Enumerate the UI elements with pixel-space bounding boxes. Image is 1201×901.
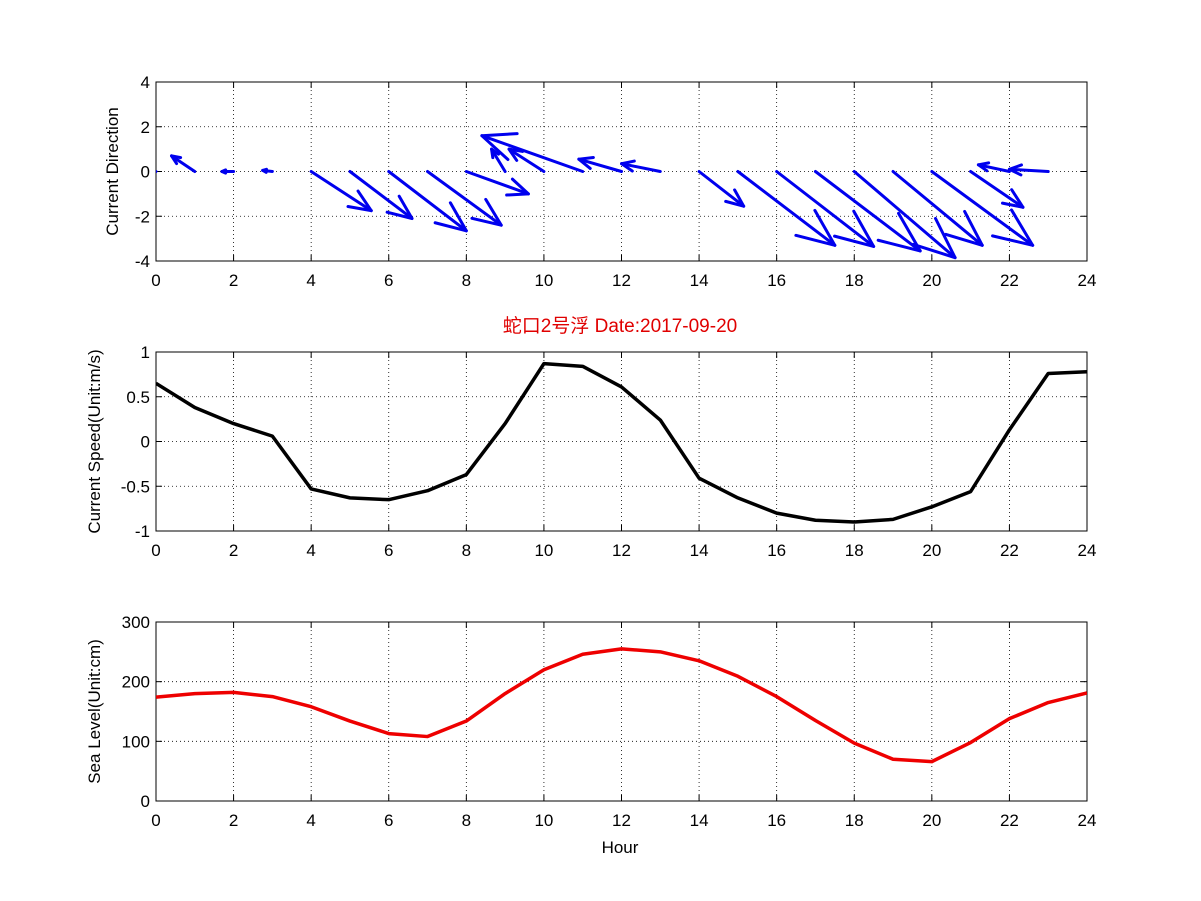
x-tick-label: 10 — [534, 271, 553, 290]
x-tick-label: 24 — [1078, 811, 1097, 830]
x-tick-label: 18 — [845, 271, 864, 290]
current-arrow — [156, 169, 158, 173]
current-arrow — [1007, 163, 1050, 177]
x-tick-label: 8 — [462, 811, 471, 830]
figure-title: 蛇口2号浮 Date:2017-09-20 — [503, 315, 737, 337]
x-tick-label: 14 — [690, 541, 709, 560]
x-tick-label: 24 — [1078, 271, 1097, 290]
current-arrow — [736, 170, 837, 247]
x-tick-label: 2 — [229, 271, 238, 290]
y-axis-label: Current Speed(Unit:m/s) — [85, 349, 104, 533]
y-tick-label: 4 — [141, 73, 150, 92]
current-arrow — [697, 170, 746, 208]
current-arrow — [930, 170, 1035, 247]
x-tick-label: 0 — [151, 541, 160, 560]
y-axis-label: Sea Level(Unit:cm) — [85, 639, 104, 784]
x-tick-label: 4 — [306, 271, 315, 290]
x-tick-label: 12 — [612, 271, 631, 290]
x-axis-label: Hour — [602, 838, 639, 857]
x-tick-label: 24 — [1078, 541, 1097, 560]
x-tick-label: 10 — [534, 811, 553, 830]
current-arrow — [309, 170, 373, 213]
x-tick-label: 10 — [534, 541, 553, 560]
plot-area — [155, 621, 1088, 802]
x-tick-label: 22 — [1000, 271, 1019, 290]
x-tick-label: 16 — [767, 541, 786, 560]
x-tick-label: 14 — [690, 811, 709, 830]
y-tick-label: 0 — [141, 163, 150, 182]
current-speed-panel: 0 2 4 6 8 10 12 14 16 18 20 22 24-1-0.500.51Current … — [85, 343, 1096, 560]
y-tick-label: -2 — [135, 207, 150, 226]
x-tick-label: 6 — [384, 271, 393, 290]
y-tick-label: -4 — [135, 252, 150, 271]
x-tick-label: 6 — [384, 541, 393, 560]
x-tick-label: 20 — [922, 541, 941, 560]
x-tick-label: 18 — [845, 541, 864, 560]
x-tick-label: 16 — [767, 811, 786, 830]
x-tick-label: 4 — [306, 811, 315, 830]
current-arrow — [813, 170, 922, 253]
y-axis-label: Current Direction — [103, 107, 122, 236]
arrow-series — [156, 132, 1050, 260]
y-tick-label: 1 — [141, 343, 150, 362]
current-arrow — [969, 170, 1025, 209]
y-tick-label: -1 — [135, 522, 150, 541]
current-arrow — [775, 170, 876, 248]
current-arrow — [507, 147, 546, 173]
y-tick-label: 0.5 — [126, 388, 150, 407]
x-tick-label: 16 — [767, 271, 786, 290]
x-tick-label: 20 — [922, 271, 941, 290]
plot-area — [155, 351, 1088, 532]
x-tick-label: 4 — [306, 541, 315, 560]
current-arrow — [261, 167, 274, 174]
current-arrow — [891, 170, 984, 247]
x-tick-label: 20 — [922, 811, 941, 830]
y-tick-label: 0 — [141, 792, 150, 811]
current-arrow — [852, 170, 957, 260]
x-tick-label: 8 — [462, 541, 471, 560]
current-arrow — [490, 147, 507, 173]
current-arrow — [387, 170, 468, 233]
current-arrow — [620, 159, 662, 173]
x-tick-label: 6 — [384, 811, 393, 830]
current-arrow — [220, 168, 236, 175]
x-tick-label: 12 — [612, 541, 631, 560]
y-tick-label: -0.5 — [121, 477, 150, 496]
x-tick-label: 18 — [845, 811, 864, 830]
current-arrow — [976, 161, 1011, 173]
x-tick-label: 22 — [1000, 811, 1019, 830]
y-tick-label: 300 — [122, 613, 150, 632]
x-tick-label: 12 — [612, 811, 631, 830]
x-tick-label: 8 — [462, 271, 471, 290]
x-tick-label: 0 — [151, 271, 160, 290]
sea-level-line — [156, 647, 1087, 764]
x-tick-label: 2 — [229, 811, 238, 830]
current-arrow — [426, 170, 503, 227]
x-tick-label: 22 — [1000, 541, 1019, 560]
current-arrow — [480, 132, 585, 173]
current-arrow — [577, 155, 623, 173]
current-arrow — [464, 170, 530, 197]
current-arrow — [348, 170, 414, 220]
x-tick-label: 2 — [229, 541, 238, 560]
y-tick-label: 2 — [141, 118, 150, 137]
x-tick-label: 14 — [690, 271, 709, 290]
current-arrow — [170, 154, 197, 173]
x-tick-label: 0 — [151, 811, 160, 830]
current-speed-line — [156, 361, 1087, 524]
y-tick-label: 200 — [122, 673, 150, 692]
y-tick-label: 0 — [141, 433, 150, 452]
y-tick-label: 100 — [122, 732, 150, 751]
